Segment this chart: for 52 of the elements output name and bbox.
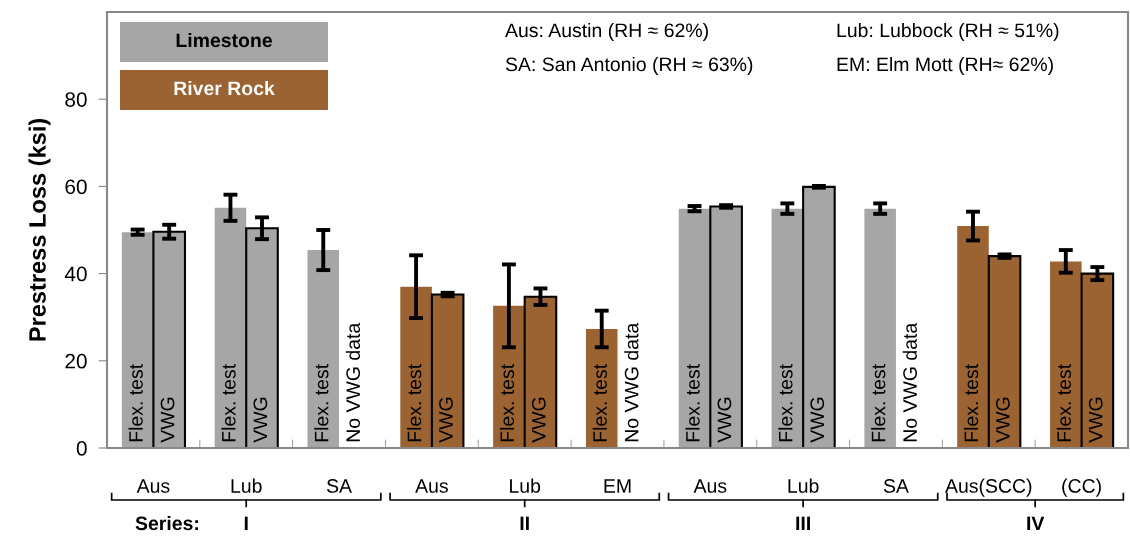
series-label: Flex. test bbox=[778, 364, 793, 442]
x-tick-label: Lub bbox=[788, 478, 819, 493]
text: No VWG data bbox=[902, 322, 917, 442]
annotation: EM: Elm Mott (RH≈ 62%) bbox=[837, 56, 1053, 76]
x-tick-label: Lub bbox=[510, 478, 541, 493]
text: Series: bbox=[135, 515, 198, 531]
text: III bbox=[796, 516, 810, 531]
text: Flex. test bbox=[128, 364, 143, 442]
text: Flex. test bbox=[407, 364, 422, 442]
annotation: Aus: Austin (RH ≈ 62%) bbox=[505, 22, 708, 42]
text: VWG bbox=[717, 397, 732, 443]
text: Flex. test bbox=[1056, 364, 1072, 442]
x-tick-label: Aus(SCC) bbox=[945, 478, 1032, 497]
x-tick-label: Lub bbox=[231, 478, 262, 493]
annotation: Limestone bbox=[176, 32, 272, 48]
x-tick-label: (CC) bbox=[1062, 478, 1101, 497]
series-label: VWG bbox=[160, 397, 175, 443]
x-tick-label: Aus bbox=[693, 479, 727, 493]
text: VWG bbox=[253, 397, 268, 443]
x-tick-label: Aus bbox=[415, 479, 448, 493]
bar bbox=[307, 250, 340, 448]
annotation: River Rock bbox=[174, 80, 275, 96]
text: II bbox=[520, 516, 529, 531]
bar bbox=[864, 208, 896, 448]
text: VWG bbox=[810, 397, 825, 443]
y-tick-label: 60 bbox=[65, 179, 87, 195]
x-tick-label: SA bbox=[326, 479, 352, 493]
annotation: SA: San Antonio (RH ≈ 63%) bbox=[505, 56, 753, 76]
text: VWG bbox=[996, 397, 1010, 443]
y-tick-label: 40 bbox=[64, 266, 87, 282]
text: Flex. test bbox=[685, 364, 700, 442]
x-tick-label: SA bbox=[883, 479, 909, 493]
text: Flex. test bbox=[871, 364, 886, 442]
text: Flex. test bbox=[963, 364, 979, 442]
y-tick-label: 80 bbox=[65, 92, 87, 107]
text: VWG bbox=[439, 397, 453, 443]
text: Flex. test bbox=[592, 364, 607, 442]
text: Flex. test bbox=[499, 364, 515, 442]
text: I bbox=[244, 516, 248, 531]
y-axis-title: Prestress Loss (ksi) bbox=[28, 118, 51, 341]
x-tick-label: EM bbox=[604, 479, 631, 493]
text: IV bbox=[1027, 516, 1045, 531]
text: No VWG data bbox=[345, 322, 361, 442]
y-tick-label: 20 bbox=[65, 353, 87, 369]
y-tick-label: 0 bbox=[76, 441, 87, 456]
text: Flex. test bbox=[314, 364, 329, 442]
text: No VWG data bbox=[624, 322, 639, 442]
text: VWG bbox=[1088, 397, 1103, 443]
x-tick-label: Aus bbox=[136, 479, 170, 493]
annotation: Lub: Lubbock (RH ≈ 51%) bbox=[837, 22, 1059, 42]
text: Flex. test bbox=[221, 364, 236, 442]
text: VWG bbox=[531, 397, 546, 443]
